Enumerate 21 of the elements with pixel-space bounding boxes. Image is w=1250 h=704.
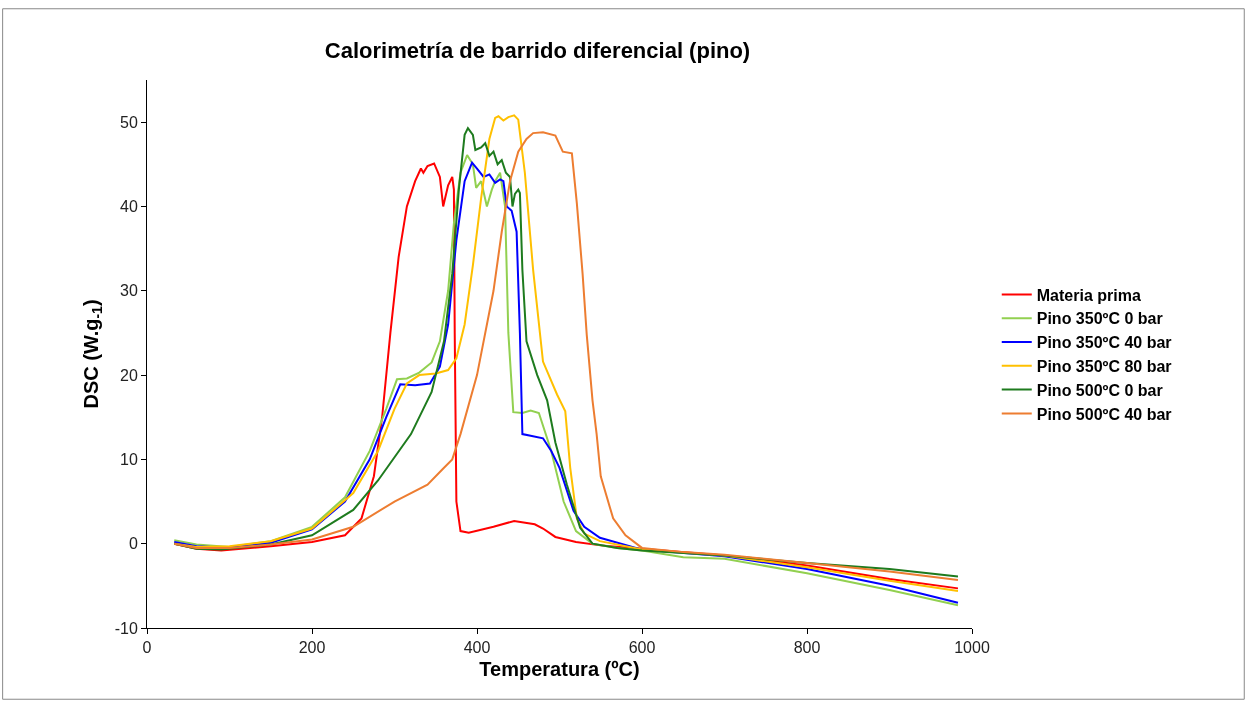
- x-tick-label: 400: [463, 639, 491, 657]
- y-tick-label: 0: [128, 535, 138, 553]
- x-tick-label: 200: [298, 639, 326, 657]
- y-tick-label: 10: [120, 450, 138, 468]
- legend-label: Pino 350ºC 80 bar: [1036, 358, 1172, 376]
- legend-label: Pino 350ºC 0 bar: [1036, 310, 1163, 328]
- x-tick-label: 0: [142, 639, 152, 657]
- x-tick-label: 600: [628, 639, 656, 657]
- legend-label: Pino 500ºC 40 bar: [1036, 405, 1172, 423]
- x-tick-label: 1000: [954, 639, 990, 657]
- x-axis-title: Temperatura (ºC): [479, 657, 640, 680]
- y-tick-label: -10: [114, 619, 138, 637]
- y-tick-label: 50: [120, 113, 138, 131]
- y-tick-label: 40: [120, 198, 138, 216]
- legend-label: Pino 500ºC 0 bar: [1036, 381, 1163, 399]
- legend-label: Pino 350ºC 40 bar: [1036, 334, 1172, 352]
- legend-label: Materia prima: [1036, 286, 1141, 304]
- x-tick-label: 800: [793, 639, 821, 657]
- chart-title: Calorimetría de barrido diferencial (pino): [324, 37, 751, 63]
- y-tick-label: 20: [120, 366, 138, 384]
- y-tick-label: 30: [120, 282, 138, 300]
